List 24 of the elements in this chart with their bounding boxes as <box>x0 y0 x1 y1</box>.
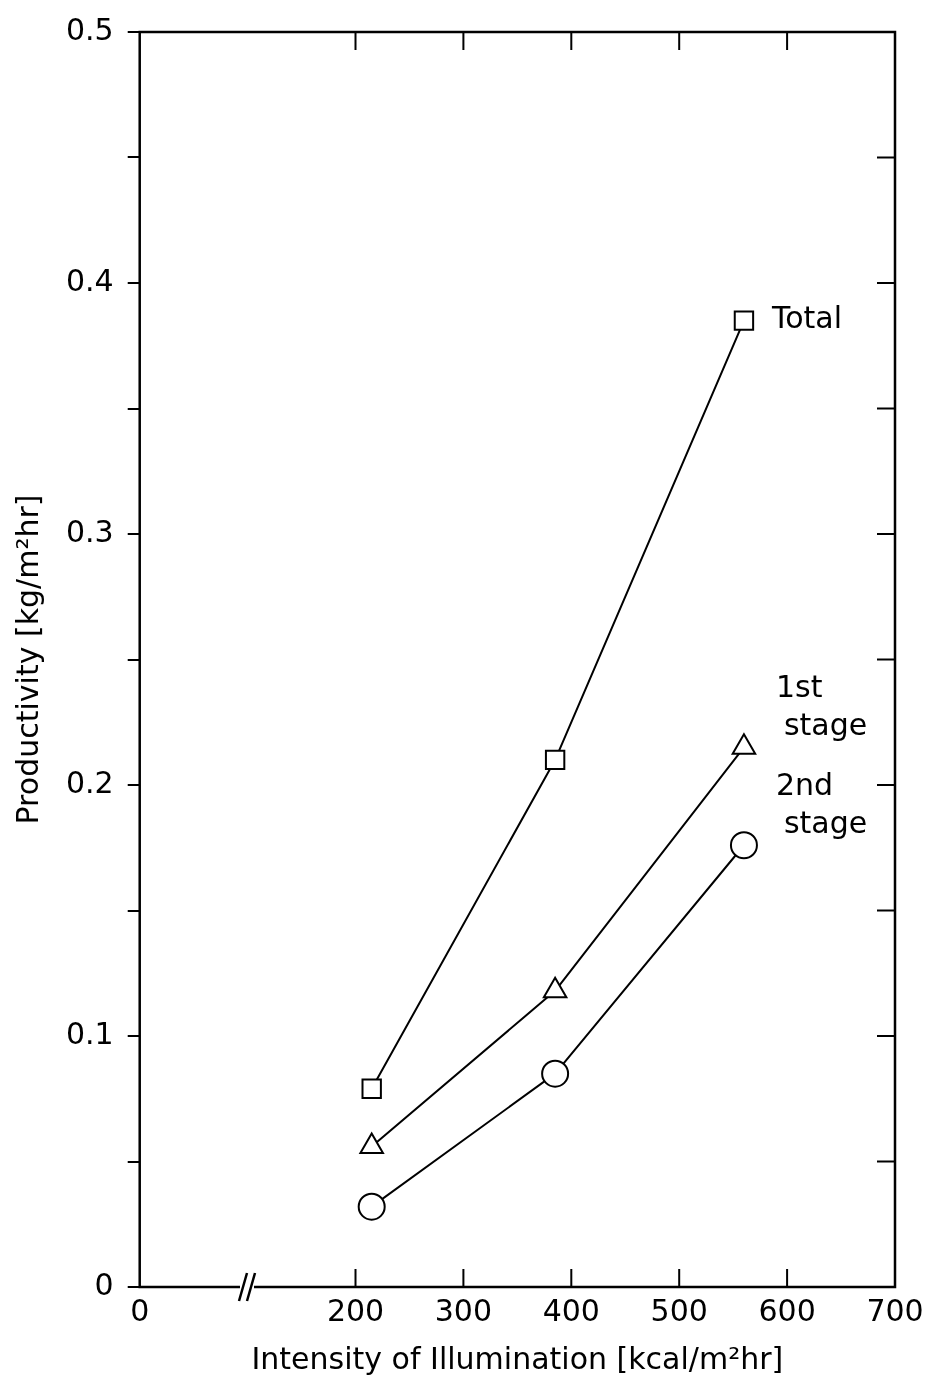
point <box>361 1078 382 1099</box>
point <box>733 310 755 331</box>
y-tick-label: 0.2 <box>65 764 114 800</box>
point <box>544 749 566 771</box>
legend-label: 2nd stage <box>775 767 868 841</box>
x-axis-title: Intensity of Illumination [kcal/m²hr] <box>251 1340 784 1376</box>
y-tick-label: 0 <box>94 1266 114 1302</box>
y-tick-label: 0.5 <box>65 11 114 47</box>
y-axis-title: Productivity [kg/m²hr] <box>9 494 45 825</box>
y-tick-label: 0.1 <box>65 1015 114 1051</box>
x-tick-label: 0 <box>130 1292 150 1328</box>
point <box>541 1059 570 1088</box>
series-label: 1st stage <box>775 669 868 743</box>
x-tick-label: 500 <box>650 1292 708 1328</box>
point <box>357 1192 386 1221</box>
x-tick-label: 300 <box>434 1292 493 1328</box>
y-tick-label: 0.4 <box>65 262 114 298</box>
y-tick-label: 0.3 <box>65 513 114 549</box>
x-tick-label: 400 <box>542 1292 600 1328</box>
x-tick-label: 600 <box>758 1292 816 1328</box>
series-label: Total <box>770 300 843 336</box>
point <box>729 831 758 860</box>
x-tick-label: 700 <box>866 1292 924 1328</box>
x-tick-label: 200 <box>326 1292 385 1328</box>
